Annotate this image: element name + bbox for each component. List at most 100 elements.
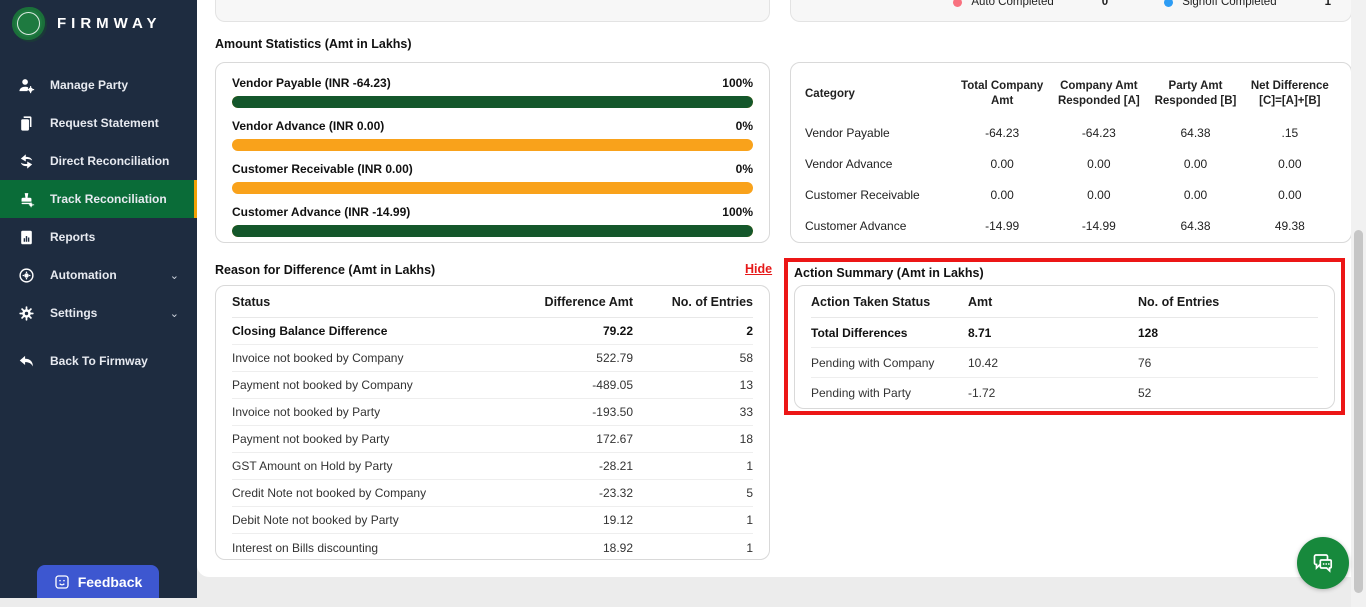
table-row: Vendor Advance 0.00 0.00 0.00 0.00 xyxy=(805,148,1337,179)
cell: -193.50 xyxy=(592,405,633,419)
cell: 10.42 xyxy=(968,355,999,370)
table-row: Payment not booked by Company -489.05 13 xyxy=(232,372,753,399)
bar-label: Customer Receivable (INR 0.00) xyxy=(232,162,413,176)
feedback-label: Feedback xyxy=(77,573,143,590)
cell: -489.05 xyxy=(592,378,633,392)
column-header: Difference Amt xyxy=(544,294,633,309)
scrollbar-thumb[interactable] xyxy=(1354,230,1363,593)
cell: Customer Advance xyxy=(805,218,907,233)
cell: 79.22 xyxy=(602,324,633,338)
settings-icon xyxy=(18,305,35,322)
cell: 18 xyxy=(739,432,753,446)
progress-vendor-payable: Vendor Payable (INR -64.23) 100% xyxy=(232,76,753,108)
table-row: Pending with Company 10.42 76 xyxy=(811,348,1318,378)
sidebar-item-manage-party[interactable]: Manage Party xyxy=(0,66,197,104)
table-row: Pending with Party -1.72 52 xyxy=(811,378,1318,408)
chat-bubbles-icon xyxy=(1309,549,1337,577)
cell: Interest on Bills discounting xyxy=(232,540,379,555)
sidebar-item-request-statement[interactable]: Request Statement xyxy=(0,104,197,142)
cell: 18.92 xyxy=(602,540,633,555)
action-summary-title: Action Summary (Amt in Lakhs) xyxy=(794,266,984,280)
hide-link[interactable]: Hide xyxy=(745,262,773,276)
action-summary-card: Action Taken Status Amt No. of Entries T… xyxy=(794,285,1335,409)
table-row: Closing Balance Difference 79.22 2 xyxy=(232,318,753,345)
cell: 19.12 xyxy=(602,513,633,527)
cell: 0.00 xyxy=(1183,187,1208,202)
sidebar-item-track-reconciliation[interactable]: Track Reconciliation xyxy=(0,180,197,218)
table-row: Credit Note not booked by Company -23.32… xyxy=(232,480,753,507)
cell: 13 xyxy=(739,378,753,392)
sidebar-item-direct-reconciliation[interactable]: Direct Reconciliation xyxy=(0,142,197,180)
cell: 522.79 xyxy=(596,351,633,365)
cell: -64.23 xyxy=(1081,125,1116,140)
table-row: Customer Receivable 0.00 0.00 0.00 0.00 xyxy=(805,179,1337,210)
legend-label: Signoff Completed xyxy=(1182,0,1277,8)
cell: Invoice not booked by Company xyxy=(232,351,404,365)
feedback-smiley-icon xyxy=(54,574,70,590)
request-statement-icon xyxy=(18,115,35,132)
cell: 49.38 xyxy=(1274,218,1305,233)
firmway-logo xyxy=(12,7,45,40)
sidebar-item-back-to-firmway[interactable]: Back To Firmway xyxy=(0,342,197,380)
bar-percent: 100% xyxy=(722,76,753,90)
cell: Pending with Company xyxy=(811,355,935,370)
table-row: Customer Advance -14.99 -14.99 64.38 49.… xyxy=(805,210,1337,241)
automation-icon xyxy=(18,267,35,284)
chevron-down-icon: ⌄ xyxy=(169,307,179,320)
legend-item-signoff-completed: Signoff Completed 1 xyxy=(1164,0,1337,8)
progress-bar xyxy=(232,225,753,237)
reason-title: Reason for Difference (Amt in Lakhs) xyxy=(215,263,436,277)
reason-table-header: Status Difference Amt No. of Entries xyxy=(232,286,753,318)
cell: Vendor Advance xyxy=(805,156,893,171)
sidebar-item-label: Request Statement xyxy=(50,116,159,130)
sidebar-item-label: Back To Firmway xyxy=(50,354,148,368)
progress-customer-advance: Customer Advance (INR -14.99) 100% xyxy=(232,205,753,237)
sidebar-item-reports[interactable]: Reports xyxy=(0,218,197,256)
bar-percent: 100% xyxy=(722,205,753,219)
sidebar-item-label: Manage Party xyxy=(50,78,129,92)
cell: 1 xyxy=(746,459,753,473)
back-icon xyxy=(18,353,35,370)
cell: -1.72 xyxy=(968,386,996,400)
bar-label: Vendor Payable (INR -64.23) xyxy=(232,76,391,90)
top-summary-card-right: Auto Completed 0 Signoff Completed 1 xyxy=(790,0,1352,22)
cell: Total Differences xyxy=(811,325,908,340)
sidebar-item-label: Settings xyxy=(50,306,98,320)
sidebar-item-label: Reports xyxy=(50,230,96,244)
cell: 2 xyxy=(746,324,753,338)
progress-bar xyxy=(232,96,753,108)
cell: 8.71 xyxy=(968,325,992,340)
legend-item-auto-completed: Auto Completed 0 xyxy=(953,0,1164,8)
cell: -23.32 xyxy=(598,486,633,500)
column-header: Status xyxy=(232,294,271,309)
cell: 0.00 xyxy=(1087,156,1111,171)
cell: 58 xyxy=(739,351,753,365)
progress-customer-receivable: Customer Receivable (INR 0.00) 0% xyxy=(232,162,753,194)
cell: 52 xyxy=(1138,386,1152,400)
feedback-button[interactable]: Feedback xyxy=(37,565,159,598)
progress-vendor-advance: Vendor Advance (INR 0.00) 0% xyxy=(232,119,753,151)
cell: Credit Note not booked by Company xyxy=(232,486,427,500)
table-row: GST Amount on Hold by Party -28.21 1 xyxy=(232,453,753,480)
sidebar-item-settings[interactable]: Settings ⌄ xyxy=(0,294,197,332)
chat-widget-button[interactable] xyxy=(1297,537,1349,589)
cell: -14.99 xyxy=(985,218,1020,233)
column-header: Total Company Amt xyxy=(961,80,1044,107)
table-row: Interest on Bills discounting 18.92 1 xyxy=(232,534,753,561)
manage-party-icon xyxy=(18,77,35,94)
column-header: No. of Entries xyxy=(1138,294,1220,309)
sidebar-nav: Manage Party Request Statement Direct Re… xyxy=(0,66,197,380)
cell: 172.67 xyxy=(596,432,633,446)
sidebar: FIRMWAY Manage Party Request Statement D… xyxy=(0,0,197,598)
auto-completed-dot-icon xyxy=(953,0,963,7)
cell: 0.00 xyxy=(1087,187,1111,202)
cell: 0.00 xyxy=(990,156,1014,171)
amount-statistics-card: Vendor Payable (INR -64.23) 100% Vendor … xyxy=(215,62,770,243)
sidebar-item-label: Automation xyxy=(50,268,117,282)
cell: 1 xyxy=(746,513,753,527)
cell: GST Amount on Hold by Party xyxy=(232,459,393,473)
category-table-card: Category Total Company Amt Company Amt R… xyxy=(790,62,1352,243)
sidebar-item-automation[interactable]: Automation ⌄ xyxy=(0,256,197,294)
action-summary-annotation: Action Summary (Amt in Lakhs) Action Tak… xyxy=(784,258,1345,415)
cell: Customer Receivable xyxy=(805,187,920,202)
